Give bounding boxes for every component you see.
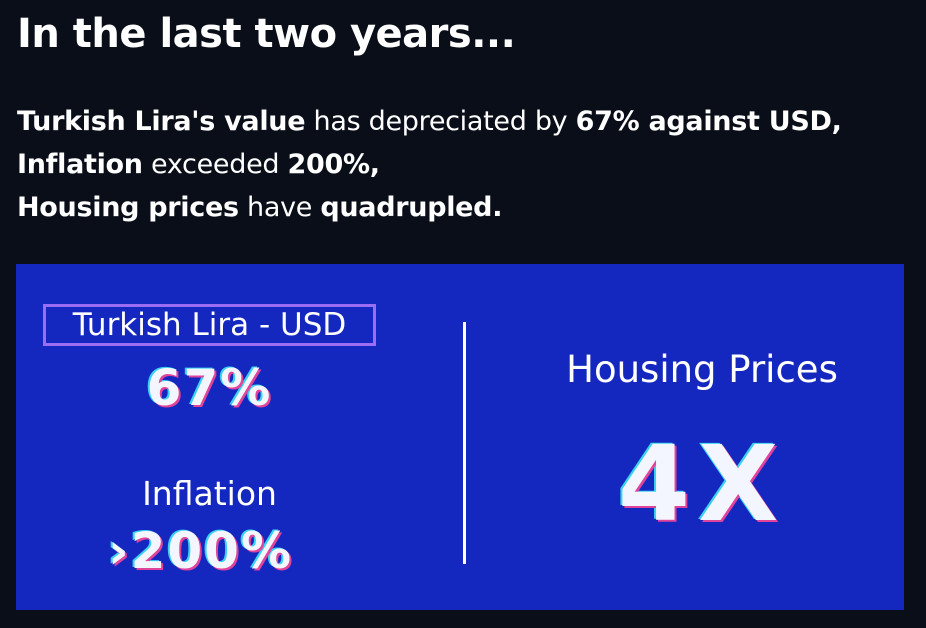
headline: In the last two years...	[17, 11, 516, 57]
summary-housing-verb: have	[238, 192, 321, 223]
summary-lira-verb: has depreciated by	[305, 106, 576, 137]
summary-inflation-verb: exceeded	[142, 149, 288, 180]
summary-housing-value: quadrupled.	[320, 192, 503, 223]
panel-divider	[463, 322, 466, 564]
lira-usd-value: 67%	[146, 359, 273, 417]
housing-prices-label: Housing Prices	[566, 348, 838, 391]
inflation-value: ›200%	[108, 522, 294, 580]
summary-line-inflation: Inflation exceeded 200%,	[17, 143, 842, 186]
summary-line-lira: Turkish Lira's value has depreciated by …	[17, 100, 842, 143]
inflation-label: Inflation	[142, 474, 277, 513]
summary-lira-value: 67% against USD,	[575, 106, 842, 137]
summary-line-housing: Housing prices have quadrupled.	[17, 186, 842, 229]
summary-inflation-value: 200%,	[287, 149, 380, 180]
summary-lira-subject: Turkish Lira's value	[17, 106, 306, 137]
summary-inflation-subject: Inflation	[17, 149, 143, 180]
summary-text: Turkish Lira's value has depreciated by …	[17, 100, 842, 229]
lira-usd-label: Turkish Lira - USD	[43, 304, 376, 346]
stats-panel: Turkish Lira - USD 67% Inflation ›200% H…	[16, 264, 904, 610]
summary-housing-subject: Housing prices	[17, 192, 239, 223]
housing-prices-value: 4X	[617, 423, 787, 545]
